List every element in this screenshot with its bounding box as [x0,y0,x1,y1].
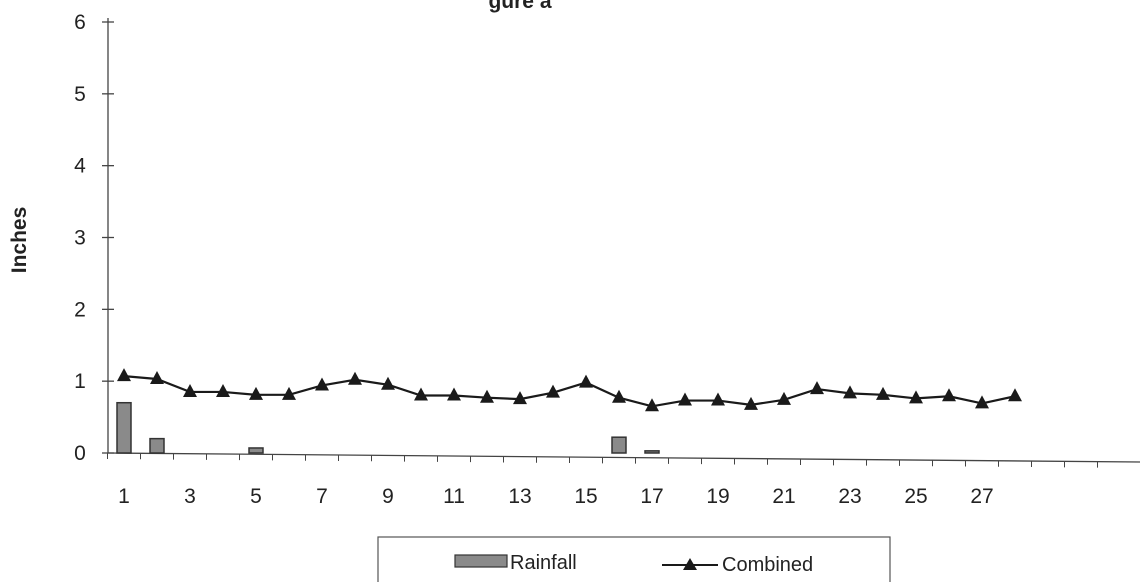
x-tick-label-3: 3 [184,485,196,508]
y-axis-title: Inches [8,207,31,274]
x-tick-label-9: 9 [382,485,394,508]
point-combined-19 [711,392,725,406]
y-tick-label-1: 1 [74,370,86,393]
x-tick-label-23: 23 [838,485,861,508]
point-combined-5 [249,386,263,400]
x-tick-label-7: 7 [316,485,328,508]
point-combined-6 [282,386,296,400]
x-tick-label-25: 25 [904,485,927,508]
x-tick-label-15: 15 [574,485,597,508]
point-combined-3 [183,383,197,397]
point-combined-13 [513,391,527,405]
point-combined-11 [447,387,461,401]
point-combined-28 [1008,388,1022,402]
point-combined-14 [546,384,560,398]
point-combined-2 [150,371,164,385]
bar-rainfall-16 [611,436,627,454]
bar-rainfall-17 [644,450,660,454]
bar-rainfall-2 [149,437,165,454]
point-combined-9 [381,376,395,390]
y-tick-label-4: 4 [74,155,86,178]
point-combined-24 [876,386,890,400]
point-combined-23 [843,385,857,399]
y-tick-label-3: 3 [74,227,86,250]
point-combined-25 [909,390,923,404]
point-combined-4 [216,383,230,397]
legend: Rainfall Combined [377,536,891,582]
x-tick-label-27: 27 [970,485,993,508]
x-tick-label-1: 1 [118,485,130,508]
legend-marker-combined [683,558,697,570]
chart-title: gure a [488,0,551,13]
x-tick-label-11: 11 [443,485,465,508]
point-combined-7 [315,377,329,391]
x-axis-line [107,452,1141,463]
y-tick-label-6: 6 [74,11,86,34]
point-combined-16 [612,389,626,403]
x-tick-label-13: 13 [508,485,531,508]
point-combined-10 [414,387,428,401]
point-combined-18 [678,392,692,406]
x-tick-label-19: 19 [706,485,729,508]
point-combined-27 [975,395,989,409]
x-tick-label-5: 5 [250,485,262,508]
x-tick-label-21: 21 [772,485,795,508]
bar-rainfall-1 [116,401,132,454]
line-combined [123,375,1016,408]
y-tick-label-5: 5 [74,83,86,106]
legend-label-combined: Combined [722,554,813,576]
x-tick-label-17: 17 [640,485,663,508]
point-combined-15 [579,374,593,388]
point-combined-1 [117,368,131,382]
y-tick-label-0: 0 [74,442,86,465]
point-combined-22 [810,381,824,395]
bar-rainfall-5 [248,447,264,454]
point-combined-21 [777,391,791,405]
point-combined-8 [348,371,362,385]
legend-label-rainfall: Rainfall [510,552,577,574]
y-tick-label-2: 2 [74,298,86,321]
point-combined-26 [942,388,956,402]
point-combined-20 [744,396,758,410]
point-combined-12 [480,389,494,403]
point-combined-17 [645,398,659,412]
legend-swatch-rainfall [454,554,508,568]
